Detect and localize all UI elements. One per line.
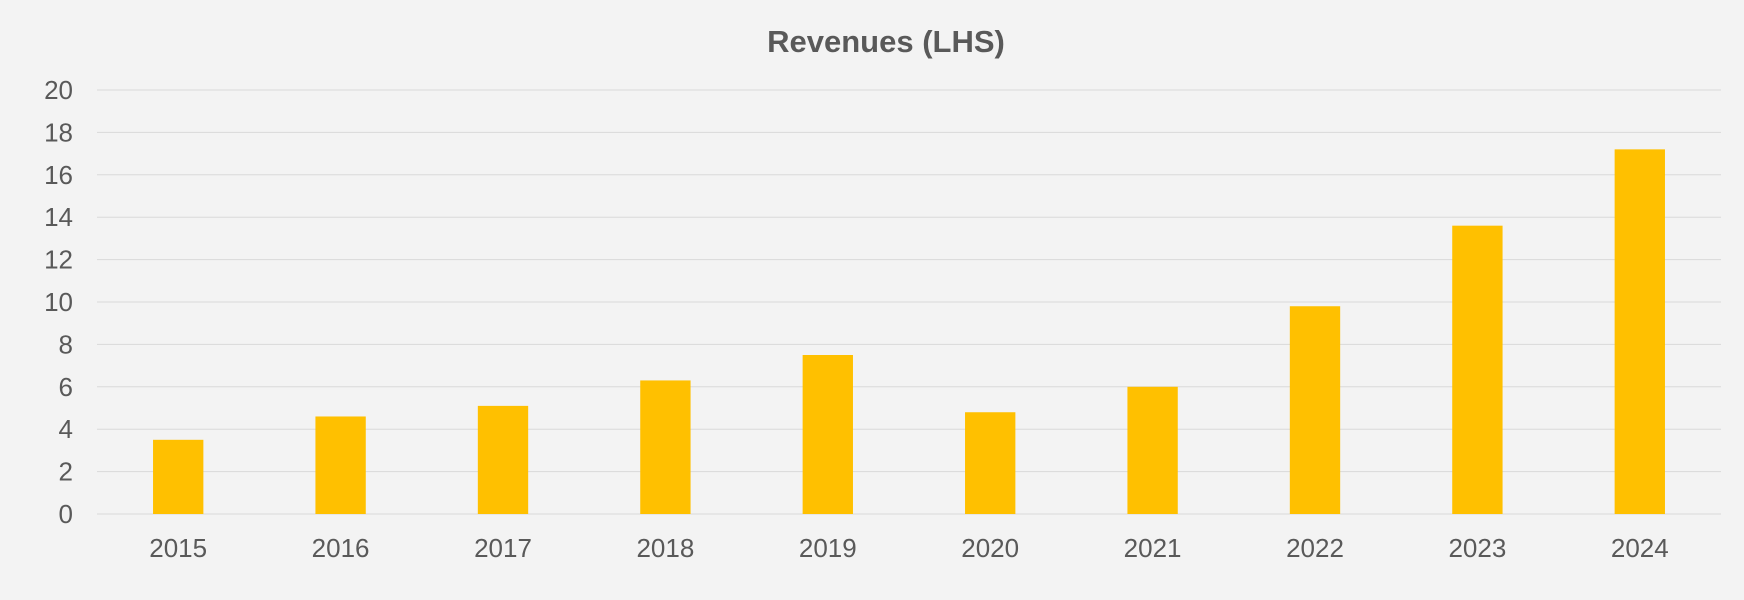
bar-2015 [153,439,204,514]
y-tick-label: 6 [59,372,73,402]
bar-2020 [965,412,1016,514]
bars [153,149,1665,515]
x-tick-label: 2017 [474,533,532,563]
y-tick-label: 12 [44,245,73,275]
y-tick-label: 0 [59,499,73,529]
y-tick-label: 4 [59,414,73,444]
y-tick-label: 10 [44,287,73,317]
x-tick-label: 2021 [1124,533,1182,563]
x-tick-label: 2020 [961,533,1019,563]
x-axis-tick-labels: 2015 2016 2017 2018 2019 2020 2021 2022 2023 2024 [149,533,1668,563]
y-tick-label: 20 [44,75,73,105]
x-tick-label: 2023 [1448,533,1506,563]
y-tick-label: 8 [59,329,73,359]
x-tick-label: 2016 [312,533,370,563]
bar-2017 [477,405,529,514]
bar-2019 [802,355,853,514]
chart-title: Revenues (LHS) [767,24,1005,59]
x-tick-label: 2022 [1286,533,1344,563]
y-tick-label: 16 [44,160,73,190]
gridlines [97,89,1721,515]
x-tick-label: 2018 [636,533,694,563]
bar-2024 [1614,149,1665,515]
x-tick-label: 2024 [1611,533,1669,563]
y-axis-tick-labels: 0 2 4 6 8 10 12 14 16 18 20 [44,75,73,529]
x-tick-label: 2019 [799,533,857,563]
bar-2022 [1289,306,1341,514]
y-tick-label: 2 [59,457,73,487]
bar-2021 [1127,386,1178,514]
bar-2018 [640,380,691,514]
x-tick-label: 2015 [149,533,207,563]
bar-2016 [315,416,366,514]
y-tick-label: 14 [44,202,73,232]
bar-2023 [1452,225,1503,514]
y-tick-label: 18 [44,117,73,147]
